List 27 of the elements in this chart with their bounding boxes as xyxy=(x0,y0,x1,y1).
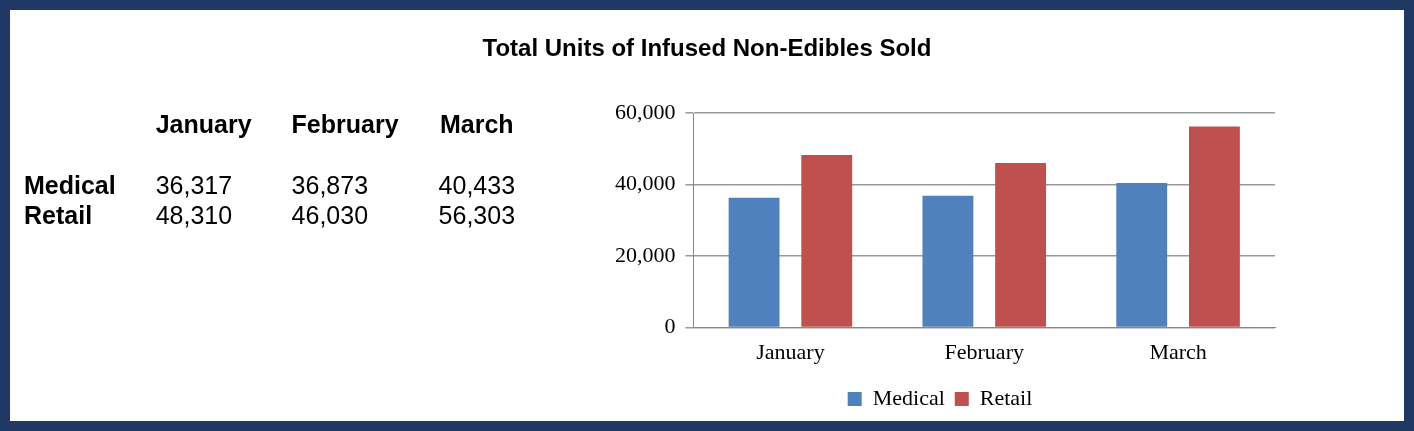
y-tick-label: 40,000 xyxy=(615,170,676,196)
legend-label: Retail xyxy=(979,384,1033,410)
bar xyxy=(801,154,853,327)
category-label: January xyxy=(154,110,253,140)
bar xyxy=(1188,126,1240,327)
data-label: 40,433 xyxy=(437,170,517,200)
data-label: 36,873 xyxy=(290,170,370,200)
y-tick-label: 20,000 xyxy=(615,241,676,267)
x-tick-label: January xyxy=(756,338,825,364)
bar xyxy=(995,163,1047,327)
data-label: 36,317 xyxy=(154,170,234,200)
text: Retail xyxy=(24,200,94,230)
bar xyxy=(728,197,780,327)
bar xyxy=(922,195,974,327)
category-label: March xyxy=(439,110,515,140)
y-tick-label: 0 xyxy=(664,313,676,339)
data-label: 48,310 xyxy=(154,200,234,230)
legend-label: Medical xyxy=(872,384,945,410)
bar xyxy=(1116,183,1168,327)
y-tick-label: 60,000 xyxy=(615,98,676,124)
text: Total Units of Infused Non-Edibles Sold xyxy=(481,34,933,62)
data-label: 46,030 xyxy=(290,200,370,230)
data-label: 56,303 xyxy=(437,200,517,230)
text: Medical xyxy=(24,170,117,200)
x-tick-label: March xyxy=(1149,338,1207,364)
x-tick-label: February xyxy=(944,338,1024,364)
category-label: February xyxy=(290,110,400,140)
